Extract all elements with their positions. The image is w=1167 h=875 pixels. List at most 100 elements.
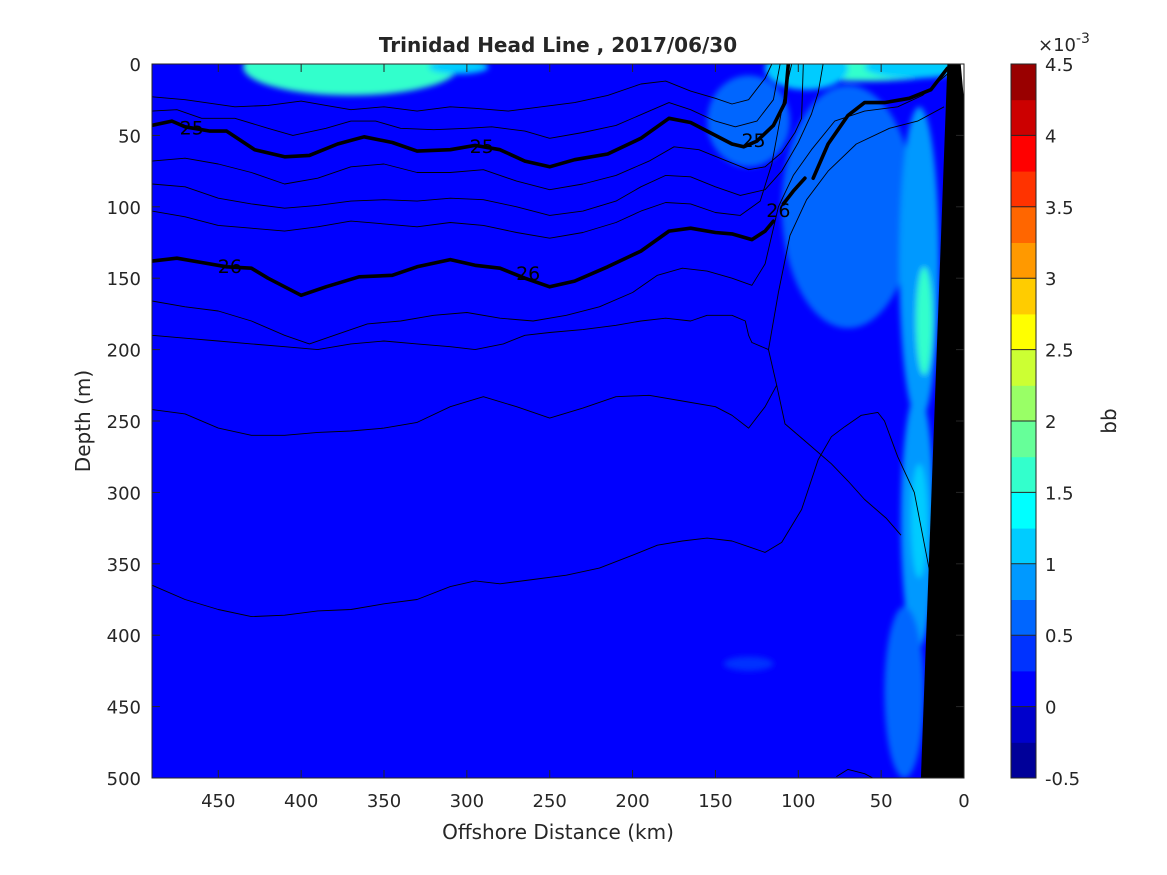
- colorbar-band: [1011, 599, 1036, 636]
- x-tick-label: 450: [201, 791, 235, 812]
- y-tick-label: 100: [107, 198, 141, 219]
- y-tick-label: 400: [107, 626, 141, 647]
- y-tick-label: 0: [130, 55, 141, 76]
- x-axis: 450 400 350 300 250 200 150 100 50 0: [201, 64, 970, 812]
- colorbar-exponent: ×10-3: [1038, 31, 1090, 56]
- colorbar-band: [1011, 278, 1036, 315]
- x-tick-label: 350: [367, 791, 401, 812]
- bb-patch: [428, 64, 489, 74]
- isopycnal-line: [152, 64, 824, 216]
- isopycnal-line: [776, 385, 902, 536]
- colorbar-band: [1011, 313, 1036, 351]
- isopycnal-line: [152, 349, 778, 436]
- colorbar-band: [1011, 64, 1036, 101]
- colorbar-tick-label: 4.5: [1045, 55, 1074, 76]
- colorbar-band: [1011, 670, 1036, 708]
- isopycnal-26-line: [781, 176, 807, 206]
- colorbar-band: [1011, 528, 1036, 565]
- colorbar-band: [1011, 563, 1036, 600]
- bb-patch: [899, 106, 940, 421]
- isopycnal-line: [152, 64, 781, 139]
- isopycnal-25-line: [811, 66, 950, 180]
- y-tick-label: 50: [118, 126, 141, 147]
- bb-patch: [884, 606, 925, 778]
- colorbar-label: bb: [1097, 408, 1121, 433]
- bb-patch: [707, 75, 790, 167]
- bb-patch: [723, 656, 774, 671]
- x-tick-label: 300: [450, 791, 484, 812]
- colorbar-band: [1011, 242, 1036, 279]
- isopycnal-line: [152, 64, 793, 239]
- density-contours: [152, 64, 950, 778]
- land-mask: [920, 64, 964, 778]
- contour-label: 26: [516, 263, 540, 285]
- colorbar-tick-label: -0.5: [1045, 769, 1080, 790]
- y-axis: 0 50 100 150 200 250 300 350 400 450 500: [107, 55, 964, 790]
- isopycnal-line: [152, 411, 932, 618]
- x-tick-label: 400: [284, 791, 318, 812]
- y-axis-label: Depth (m): [71, 370, 95, 472]
- seafloor-mask: [920, 64, 964, 778]
- contour-label: 26: [218, 256, 242, 278]
- x-tick-label: 150: [698, 791, 732, 812]
- colorbar-exponent-power: -3: [1076, 31, 1090, 47]
- bb-patch: [864, 64, 964, 79]
- bb-patch: [781, 85, 915, 329]
- contour-labels: 25 25 25 26 26 26: [180, 117, 791, 285]
- colorbar-band: [1011, 349, 1036, 386]
- isopycnal-line: [836, 768, 874, 778]
- isopycnal-25-line: [152, 64, 791, 169]
- isopycnal-line: [152, 73, 948, 345]
- colorbar-ticks: -0.5 0 0.5 1 1.5 2 2.5 3 3.5 4 4.5: [1011, 55, 1080, 790]
- colorbar: -0.5 0 0.5 1 1.5 2 2.5 3 3.5 4 4.5 ×10-3 bb: [1010, 31, 1121, 790]
- y-tick-label: 300: [107, 483, 141, 504]
- colorbar-band: [1011, 135, 1036, 172]
- contour-label: 25: [180, 117, 204, 139]
- y-tick-label: 450: [107, 698, 141, 719]
- x-tick-label: 0: [958, 791, 969, 812]
- colorbar-tick-label: 1.5: [1045, 483, 1074, 504]
- colorbar-tick-label: 1: [1045, 555, 1056, 576]
- x-tick-label: 50: [870, 791, 893, 812]
- land-edge-notch: [947, 64, 964, 100]
- y-tick-label: 200: [107, 341, 141, 362]
- bb-patch: [910, 463, 928, 579]
- bb-patch: [243, 64, 459, 96]
- bb-patch: [915, 266, 933, 376]
- plot-area: 25 25 25 26 26 26: [151, 63, 965, 779]
- colorbar-tick-label: 2.5: [1045, 341, 1074, 362]
- colorbar-band: [1011, 706, 1036, 743]
- y-tick-label: 500: [107, 769, 141, 790]
- y-tick-label: 350: [107, 555, 141, 576]
- colorbar-tick-label: 2: [1045, 412, 1056, 433]
- colorbar-band: [1011, 171, 1036, 208]
- colorbar-band: [1011, 421, 1036, 458]
- y-tick-label: 150: [107, 269, 141, 290]
- colorbar-band: [1011, 385, 1036, 422]
- isopycnal-line: [152, 64, 773, 112]
- colorbar-tick-label: 0.5: [1045, 626, 1074, 647]
- colorbar-band: [1011, 492, 1036, 529]
- contour-label: 25: [741, 130, 765, 152]
- colorbar-band: [1011, 635, 1036, 672]
- bb-patch: [765, 64, 848, 90]
- colorbar-band: [1011, 206, 1036, 243]
- y-tick-label: 250: [107, 412, 141, 433]
- x-axis-label: Offshore Distance (km): [442, 820, 674, 844]
- colorbar-tick-label: 3: [1045, 269, 1056, 290]
- contour-label: 26: [766, 200, 790, 222]
- x-tick-label: 200: [615, 791, 649, 812]
- colorbar-bands: [1011, 64, 1036, 779]
- colorbar-tick-label: 4: [1045, 126, 1056, 147]
- colorbar-exponent-base: ×10: [1038, 35, 1076, 56]
- isopycnal-line: [152, 64, 804, 191]
- isopycnal-line: [152, 106, 945, 351]
- isopycnal-26-line: [152, 219, 776, 298]
- colorbar-band: [1011, 742, 1036, 779]
- chart-title: Trinidad Head Line , 2017/06/30: [379, 33, 737, 57]
- contour-label: 25: [470, 136, 494, 158]
- x-tick-label: 100: [781, 791, 815, 812]
- x-tick-label: 250: [533, 791, 567, 812]
- colorbar-band: [1011, 99, 1036, 136]
